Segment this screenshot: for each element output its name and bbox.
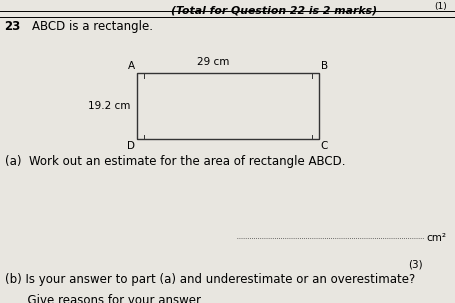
Text: Give reasons for your answer.: Give reasons for your answer. xyxy=(5,294,203,303)
Text: cm²: cm² xyxy=(425,233,445,243)
Text: (a)  Work out an estimate for the area of rectangle ABCD.: (a) Work out an estimate for the area of… xyxy=(5,155,344,168)
Text: (b) Is your answer to part (a) and underestimate or an overestimate?: (b) Is your answer to part (a) and under… xyxy=(5,273,414,286)
Text: (1): (1) xyxy=(433,2,446,11)
Text: (Total for Question 22 is 2 marks): (Total for Question 22 is 2 marks) xyxy=(170,5,376,15)
Bar xyxy=(136,73,318,139)
Text: (3): (3) xyxy=(407,259,421,269)
Text: C: C xyxy=(320,141,328,151)
Text: ABCD is a rectangle.: ABCD is a rectangle. xyxy=(32,20,152,33)
Text: 29 cm: 29 cm xyxy=(197,57,229,67)
Text: B: B xyxy=(320,61,327,71)
Text: D: D xyxy=(127,141,135,151)
Text: 19.2 cm: 19.2 cm xyxy=(87,101,130,111)
Text: 23: 23 xyxy=(5,20,21,33)
Text: A: A xyxy=(128,61,135,71)
